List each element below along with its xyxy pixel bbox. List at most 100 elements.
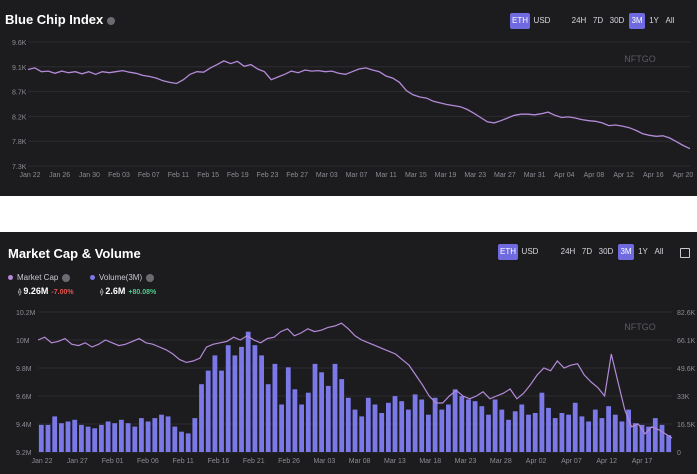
- x-tick-label: Mar 23: [464, 172, 486, 179]
- volume-bar: [119, 419, 124, 452]
- volume-bar: [619, 421, 625, 452]
- market-cap-volume-chart: 10.2M 10M 9.8M 9.6M 9.4M 9.2M 82.6K 66.1K 49.6K 3…: [16, 310, 696, 465]
- volume-bar: [305, 392, 311, 452]
- volume-bar: [299, 404, 304, 452]
- volume-bar: [279, 404, 284, 452]
- volume-bar: [532, 413, 538, 452]
- volume-bar: [212, 355, 218, 452]
- volume-bar: [272, 363, 278, 452]
- eth-icon: ⟠: [18, 289, 24, 296]
- volume-bar: [165, 416, 171, 452]
- volume-bar: [592, 409, 598, 452]
- volume-bar: [232, 355, 238, 452]
- x-tick-label: Apr 17: [632, 458, 653, 465]
- x-tick-label: Mar 11: [376, 172, 397, 179]
- volume-bar: [392, 396, 398, 452]
- range-button-7d[interactable]: 7D: [592, 16, 604, 25]
- left-tick-label: 9.6M: [16, 394, 32, 401]
- x-tick-label: Apr 12: [613, 172, 634, 179]
- range-button-1y[interactable]: 1Y: [638, 247, 648, 256]
- x-tick-label: Feb 07: [138, 172, 160, 179]
- currency-button-eth[interactable]: ETH: [498, 244, 518, 260]
- x-tick-label: Mar 13: [384, 458, 406, 465]
- x-tick-label: Feb 27: [286, 172, 308, 179]
- x-tick-label: Mar 15: [405, 172, 427, 179]
- info-icon[interactable]: [146, 273, 155, 282]
- legend-volume[interactable]: Volume(3M): [90, 273, 155, 282]
- market-cap-line: [37, 322, 673, 439]
- y-tick-label: 7.8K: [12, 139, 27, 146]
- currency-button-usd[interactable]: USD: [533, 16, 551, 25]
- range-button-24h[interactable]: 24H: [571, 16, 587, 25]
- volume-change: +80.08%: [128, 289, 157, 296]
- x-tick-label: Feb 21: [243, 458, 265, 465]
- chart-title: Blue Chip Index: [5, 12, 116, 27]
- volume-bar: [432, 397, 438, 452]
- watermark: NFTGO: [624, 54, 656, 64]
- legend-market-cap[interactable]: Market Cap: [8, 273, 71, 282]
- volume-bar: [526, 414, 531, 452]
- market-cap-change: -7.00%: [51, 289, 74, 296]
- volume-bar: [245, 331, 251, 452]
- y-tick-label: 9.1K: [12, 65, 27, 72]
- watermark: NFTGO: [624, 322, 656, 332]
- info-icon[interactable]: [107, 16, 116, 25]
- left-tick-label: 10M: [16, 338, 30, 345]
- range-button-3m[interactable]: 3M: [629, 13, 645, 29]
- volume-bar: [265, 384, 271, 452]
- range-button-3m[interactable]: 3M: [618, 244, 634, 260]
- legend-label: Market Cap: [17, 273, 59, 282]
- volume-bar: [472, 401, 478, 452]
- right-tick-label: 0: [677, 450, 681, 457]
- volume-bar: [566, 414, 571, 452]
- range-button-7d[interactable]: 7D: [581, 247, 593, 256]
- left-tick-label: 9.8M: [16, 366, 32, 373]
- volume-bar: [559, 413, 565, 452]
- volume-bar: [546, 407, 551, 452]
- x-tick-label: Feb 03: [108, 172, 130, 179]
- volume-bar: [179, 431, 184, 452]
- range-button-30d[interactable]: 30D: [609, 16, 625, 25]
- x-tick-label: Feb 01: [102, 458, 124, 465]
- y-tick-label: 9.6K: [12, 40, 27, 47]
- volume-bar: [439, 409, 445, 452]
- x-tick-label: Feb 15: [197, 172, 219, 179]
- volume-bar: [285, 367, 291, 452]
- index-line: [27, 60, 691, 150]
- x-tick-label: Mar 19: [435, 172, 457, 179]
- x-tick-label: Jan 27: [67, 458, 88, 465]
- range-button-all[interactable]: All: [654, 247, 664, 256]
- volume-bar: [325, 385, 331, 452]
- volume-bar: [259, 355, 264, 452]
- info-icon[interactable]: [62, 273, 71, 282]
- volume-value: ⟠ 2.6M +80.08%: [100, 286, 157, 296]
- market-cap-volume-panel: Market Cap & Volume ETH USD 24H 7D 30D 3M 1Y Al…: [0, 232, 697, 474]
- x-tick-label: Apr 07: [561, 458, 582, 465]
- volume-bar: [399, 401, 405, 452]
- volume-bar: [626, 409, 631, 452]
- volume-bar: [599, 418, 605, 452]
- volume-bar: [359, 416, 365, 452]
- volume-bar: [479, 406, 485, 452]
- left-tick-label: 10.2M: [16, 310, 36, 317]
- currency-button-eth[interactable]: ETH: [510, 13, 530, 29]
- calendar-icon[interactable]: [680, 248, 690, 258]
- range-button-24h[interactable]: 24H: [560, 247, 576, 256]
- range-button-30d[interactable]: 30D: [598, 247, 614, 256]
- volume-bar: [252, 345, 258, 452]
- x-tick-label: Apr 04: [554, 172, 575, 179]
- range-button-all[interactable]: All: [665, 16, 675, 25]
- volume-bar: [572, 402, 578, 452]
- volume-bar: [319, 372, 324, 452]
- y-tick-label: 8.2K: [12, 114, 27, 121]
- volume-bar: [666, 435, 672, 452]
- range-button-1y[interactable]: 1Y: [649, 16, 659, 25]
- volume-bar: [52, 416, 58, 452]
- volume-bar: [459, 396, 465, 452]
- currency-button-usd[interactable]: USD: [521, 247, 539, 256]
- volume-bar: [426, 414, 431, 452]
- volume-bar: [339, 379, 345, 452]
- volume-bar: [606, 406, 611, 452]
- volume-bar: [45, 424, 51, 452]
- right-tick-label: 66.1K: [677, 338, 696, 345]
